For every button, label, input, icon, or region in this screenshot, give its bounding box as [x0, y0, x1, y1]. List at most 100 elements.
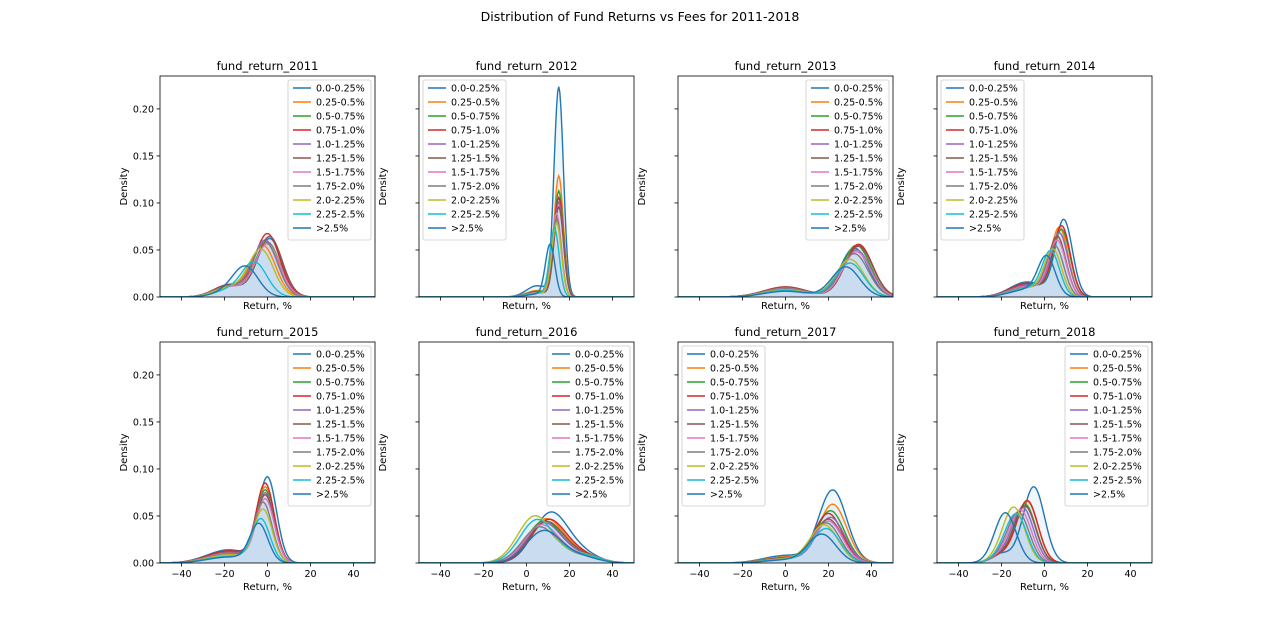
density-fill-10: [160, 523, 375, 563]
legend-label: 2.25-2.5%: [451, 210, 500, 221]
legend-label: 0.0-0.25%: [316, 84, 365, 95]
legend-label: 0.0-0.25%: [969, 84, 1018, 95]
density-fill-1: [937, 226, 1152, 297]
density-fill-4: [160, 240, 375, 297]
legend-label: 2.25-2.5%: [710, 476, 759, 487]
subplot-title: fund_return_2013: [735, 59, 837, 73]
legend-label: >2.5%: [316, 224, 348, 235]
legend-label: 1.0-1.25%: [575, 406, 624, 417]
y-tick-label: 0.00: [133, 559, 154, 570]
legend-label: 2.25-2.5%: [969, 210, 1018, 221]
legend-label: 1.75-2.0%: [575, 448, 624, 459]
legend-label: 1.5-1.75%: [1093, 434, 1142, 445]
legend-label: 2.25-2.5%: [1093, 476, 1142, 487]
legend-label: 1.0-1.25%: [969, 140, 1018, 151]
plot-area: [160, 232, 375, 297]
legend-label: 0.0-0.25%: [316, 350, 365, 361]
legend-label: 1.75-2.0%: [834, 182, 883, 193]
legend-label: 1.25-1.5%: [316, 420, 365, 431]
legend-label: 0.75-1.0%: [710, 392, 759, 403]
legend-label: 1.0-1.25%: [834, 140, 883, 151]
legend-label: 0.5-0.75%: [710, 378, 759, 389]
x-axis-label: Return, %: [243, 582, 292, 593]
legend-label: 1.25-1.5%: [834, 154, 883, 165]
density-fill-9: [678, 528, 893, 563]
legend-label: 1.0-1.25%: [710, 406, 759, 417]
legend-label: 1.5-1.75%: [451, 168, 500, 179]
legend-label: 0.5-0.75%: [575, 378, 624, 389]
density-fill-3: [678, 244, 893, 297]
legend-label: 0.25-0.5%: [834, 98, 883, 109]
density-fill-3: [160, 483, 375, 563]
legend-label: 2.25-2.5%: [316, 210, 365, 221]
density-line-0.25-0.5%: [678, 503, 893, 563]
density-fill-1: [160, 486, 375, 563]
density-fill-5: [937, 236, 1152, 297]
y-tick-label: 0.00: [133, 293, 154, 304]
density-fill-2: [160, 489, 375, 563]
density-fill-6: [937, 240, 1152, 297]
subplot-grid: fund_return_2011 0.00 0.05 0.10 0.15 0.20 Dens…: [119, 59, 1153, 593]
legend-label: 2.0-2.25%: [575, 462, 624, 473]
subplot-title: fund_return_2012: [476, 59, 578, 73]
density-line->2.5%: [160, 265, 375, 297]
legend: 0.0-0.25% 0.25-0.5% 0.5-0.75% 0.75-1.0% 1.0-…: [287, 345, 372, 507]
legend-label: 0.0-0.25%: [575, 350, 624, 361]
legend-label: 0.75-1.0%: [316, 392, 365, 403]
legend-label: 0.25-0.5%: [969, 98, 1018, 109]
density-fill-7: [160, 502, 375, 563]
legend-label: 0.5-0.75%: [834, 112, 883, 123]
density-fill-8: [678, 524, 893, 563]
density-fill-2: [937, 229, 1152, 297]
legend-label: >2.5%: [316, 490, 348, 501]
legend-label: 1.25-1.5%: [969, 154, 1018, 165]
legend-label: 0.5-0.75%: [316, 112, 365, 123]
density-fill-10: [419, 243, 634, 297]
legend: 0.0-0.25% 0.25-0.5% 0.5-0.75% 0.75-1.0% 1.0-…: [940, 79, 1025, 241]
density-fill-0: [160, 476, 375, 563]
density-fill-0: [678, 248, 893, 297]
subplot-title: fund_return_2015: [217, 325, 319, 339]
density-line->2.5%: [419, 529, 634, 563]
legend-label: 2.0-2.25%: [969, 196, 1018, 207]
x-axis-label: Return, %: [761, 301, 810, 312]
subplot-title: fund_return_2014: [994, 59, 1096, 73]
y-axis-label: Density: [119, 167, 130, 205]
subplot-title: fund_return_2016: [476, 325, 578, 339]
x-tick-label: 0: [264, 569, 270, 580]
plot-area: [160, 475, 375, 563]
plot-area: [678, 489, 893, 563]
legend: 0.0-0.25% 0.25-0.5% 0.5-0.75% 0.75-1.0% 1.0-…: [1064, 345, 1149, 507]
legend-label: 1.25-1.5%: [1093, 420, 1142, 431]
density-fill-5: [160, 236, 375, 297]
subplot-title: fund_return_2017: [735, 325, 837, 339]
y-axis-label: Density: [378, 167, 389, 205]
y-axis-label: Density: [637, 433, 648, 471]
legend-label: 2.0-2.25%: [316, 196, 365, 207]
density-fill-0: [678, 489, 893, 563]
x-tick-label: −40: [430, 569, 450, 580]
legend-label: 0.25-0.5%: [575, 364, 624, 375]
y-axis-label: Density: [896, 433, 907, 471]
legend-label: 0.75-1.0%: [1093, 392, 1142, 403]
density-fill-2: [678, 245, 893, 297]
subplot-fund_return_2015: fund_return_2015 0.00 0.05 0.10 0.15 0.20 Dens…: [119, 325, 376, 593]
density-fill-10: [678, 534, 893, 563]
legend-label: 0.25-0.5%: [316, 98, 365, 109]
legend-label: 0.25-0.5%: [710, 364, 759, 375]
x-tick-label: 40: [865, 569, 877, 580]
density-line-0.0-0.25%: [419, 86, 634, 297]
x-axis-label: Return, %: [243, 301, 292, 312]
legend-label: 2.0-2.25%: [451, 196, 500, 207]
legend-label: 2.0-2.25%: [834, 196, 883, 207]
legend-label: 1.75-2.0%: [1093, 448, 1142, 459]
legend-label: 2.0-2.25%: [316, 462, 365, 473]
y-axis-label: Density: [637, 167, 648, 205]
legend-label: 1.5-1.75%: [316, 434, 365, 445]
legend: 0.0-0.25% 0.25-0.5% 0.5-0.75% 0.75-1.0% 1.0-…: [805, 79, 890, 241]
x-axis-label: Return, %: [1020, 582, 1069, 593]
legend-label: 0.0-0.25%: [1093, 350, 1142, 361]
x-tick-label: −40: [171, 569, 191, 580]
plot-area: [678, 243, 893, 297]
density-fill-3: [160, 233, 375, 297]
